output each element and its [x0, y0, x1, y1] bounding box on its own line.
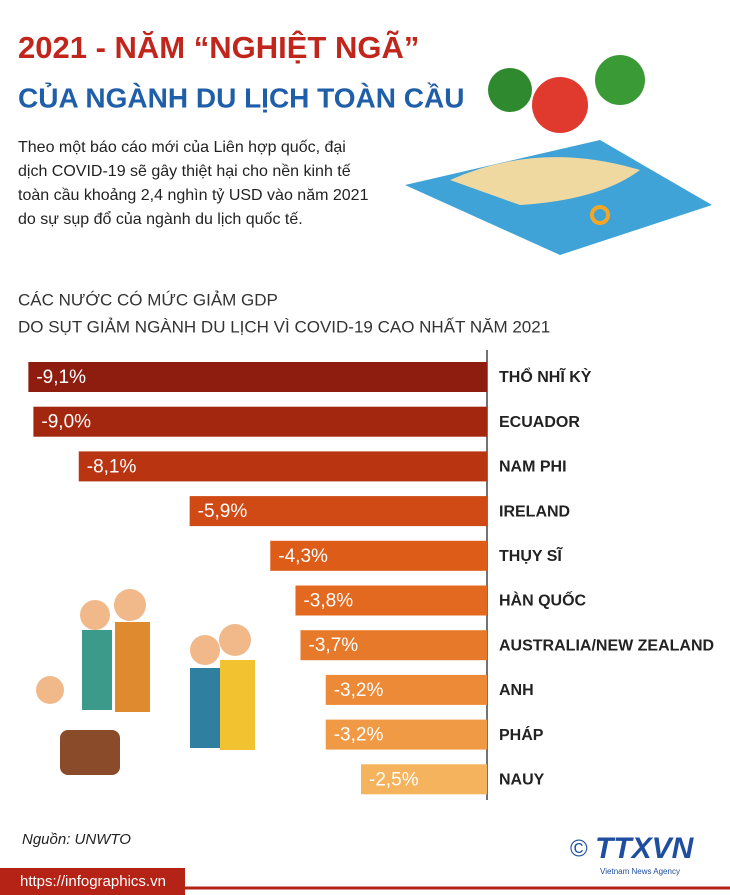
category-label: THỔ NHĨ KỲ — [499, 366, 592, 386]
value-label: -3,7% — [309, 635, 359, 656]
bar — [78, 451, 487, 482]
intro: Theo một báo cáo mới của Liên hợp quốc, … — [18, 139, 369, 228]
url[interactable]: https://infographics.vn — [20, 873, 166, 890]
bar — [295, 585, 487, 616]
value-label: -2,5% — [369, 769, 419, 790]
bar — [325, 719, 487, 750]
category-label: PHÁP — [499, 725, 544, 744]
beach-illustration — [405, 55, 712, 255]
chart-subtitle: DO SỤT GIẢM NGÀNH DU LỊCH VÌ COVID-19 CA… — [18, 317, 550, 336]
bar — [189, 496, 487, 527]
category-label: HÀN QUỐC — [499, 590, 587, 610]
value-label: -3,8% — [303, 591, 353, 612]
bar — [28, 362, 488, 392]
category-label: NAUY — [499, 772, 545, 789]
value-label: -8,1% — [87, 456, 137, 477]
bar — [33, 406, 488, 437]
bar — [361, 764, 487, 795]
chart-title: CÁC NƯỚC CÓ MỨC GIẢM GDP — [18, 290, 278, 309]
value-label: -9,0% — [41, 412, 91, 433]
url-band — [0, 868, 185, 895]
logo: TTXVN — [595, 832, 695, 865]
value-label: -5,9% — [198, 501, 248, 522]
category-label: ANH — [499, 682, 534, 699]
copyright: © — [570, 835, 588, 862]
value-label: -4,3% — [278, 546, 328, 567]
travellers-illustration — [36, 589, 255, 775]
value-label: -9,1% — [36, 367, 86, 388]
subtitle: CỦA NGÀNH DU LỊCH TOÀN CẦU — [18, 81, 464, 113]
source: Nguồn: UNWTO — [22, 831, 131, 848]
category-label: AUSTRALIA/NEW ZEALAND — [499, 637, 714, 654]
bar — [270, 540, 487, 571]
category-label: ECUADOR — [499, 414, 580, 431]
category-label: IRELAND — [499, 503, 570, 520]
bar — [300, 630, 487, 661]
agency: Vietnam News Agency — [600, 867, 680, 876]
bar — [325, 674, 487, 705]
title: 2021 - NĂM “NGHIỆT NGÃ” — [18, 29, 419, 65]
value-label: -3,2% — [334, 725, 384, 746]
value-label: -3,2% — [334, 680, 384, 701]
category-label: NAM PHI — [499, 459, 567, 476]
category-label: THỤY SĨ — [499, 545, 563, 565]
